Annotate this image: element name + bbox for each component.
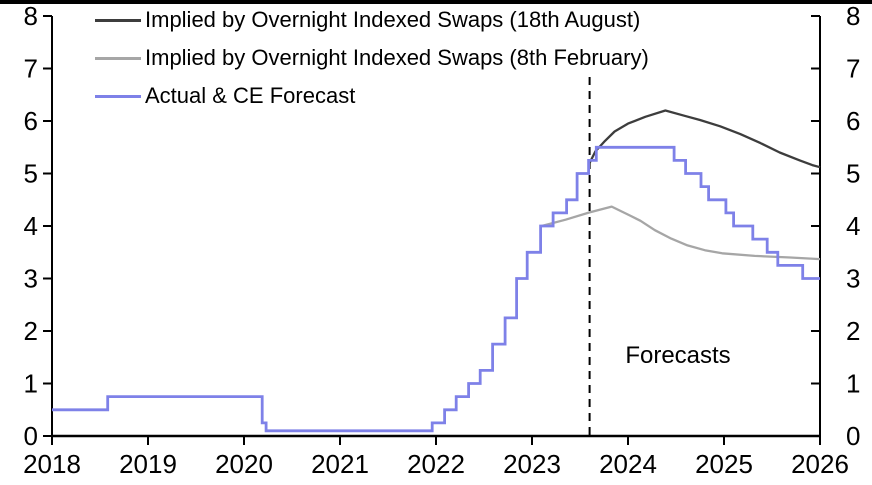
y-axis-tick-label-left: 8 [24, 1, 38, 31]
legend-label-actual-forecast: Actual & CE Forecast [145, 83, 356, 108]
x-axis-tick-label: 2024 [599, 449, 657, 479]
actual-ce-forecast-line [52, 145, 820, 433]
y-axis-tick-label-right: 7 [846, 54, 860, 84]
legend-line-sample-ois-august [95, 18, 141, 22]
x-axis-tick-label: 2019 [119, 449, 177, 479]
legend-item-actual-forecast: Actual & CE Forecast [95, 77, 649, 115]
ois-8-february-line [541, 205, 821, 261]
x-axis-tick-label: 2026 [791, 449, 849, 479]
y-axis-tick-label-right: 6 [846, 106, 860, 136]
legend-item-ois-august: Implied by Overnight Indexed Swaps (18th… [95, 1, 649, 39]
x-axis-tick-label: 2018 [23, 449, 81, 479]
y-axis-tick-label-right: 8 [846, 1, 860, 31]
y-axis-tick-label-left: 7 [24, 54, 38, 84]
legend-item-ois-february: Implied by Overnight Indexed Swaps (8th … [95, 39, 649, 77]
y-axis-tick-label-left: 1 [24, 369, 38, 399]
y-axis-tick-label-left: 3 [24, 264, 38, 294]
forecasts-annotation: Forecasts [625, 342, 730, 369]
x-axis-tick-label: 2022 [407, 449, 465, 479]
y-axis-tick-label-left: 5 [24, 159, 38, 189]
y-axis-tick-label-left: 6 [24, 106, 38, 136]
y-axis-tick-label-right: 2 [846, 316, 860, 346]
y-axis-tick-label-left: 0 [24, 421, 38, 451]
legend-label-ois-august: Implied by Overnight Indexed Swaps (18th… [145, 7, 641, 32]
x-axis-tick-label: 2020 [215, 449, 273, 479]
y-axis-tick-label-right: 5 [846, 159, 860, 189]
x-axis-tick-label: 2023 [503, 449, 561, 479]
chart-legend: Implied by Overnight Indexed Swaps (18th… [95, 1, 649, 115]
y-axis-tick-label-right: 4 [846, 211, 860, 241]
y-axis-tick-label-right: 0 [846, 421, 860, 451]
y-axis-tick-label-right: 3 [846, 264, 860, 294]
x-axis-tick-label: 2021 [311, 449, 369, 479]
y-axis-tick-label-left: 4 [24, 211, 38, 241]
x-axis-tick-label: 2025 [695, 449, 753, 479]
legend-line-sample-actual-forecast [95, 94, 141, 98]
y-axis-tick-label-right: 1 [846, 369, 860, 399]
legend-label-ois-february: Implied by Overnight Indexed Swaps (8th … [145, 45, 649, 70]
legend-line-sample-ois-february [95, 56, 141, 60]
y-axis-tick-label-left: 2 [24, 316, 38, 346]
ois-18-august-line [588, 109, 821, 169]
window-top-edge [0, 0, 872, 4]
